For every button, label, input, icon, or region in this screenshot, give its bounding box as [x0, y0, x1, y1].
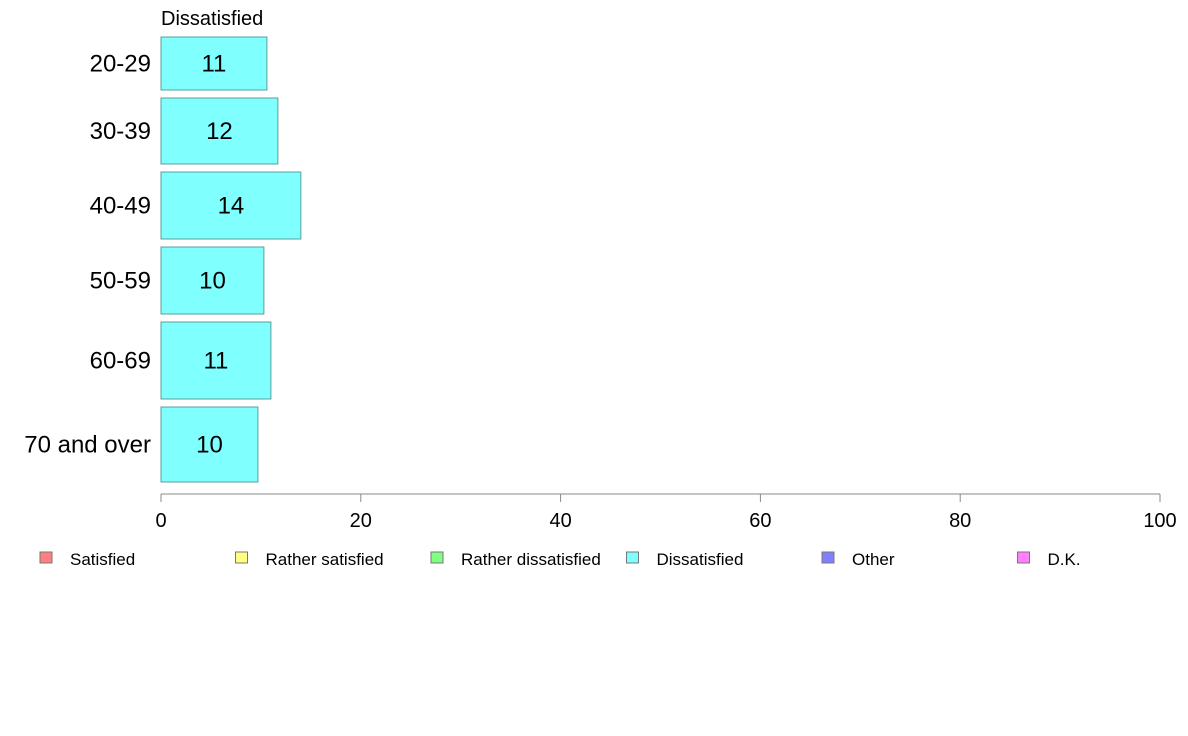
x-tick-label: 80: [949, 510, 971, 532]
category-label: 50-59: [90, 268, 151, 295]
x-tick-label: 60: [749, 510, 771, 532]
legend-label: Rather satisfied: [266, 550, 384, 569]
x-axis: 0 20 40 60 80 100: [155, 493, 1177, 532]
bar-value-label: 11: [201, 51, 226, 78]
legend-swatch: [1017, 551, 1030, 564]
bar-value-label: 10: [199, 268, 226, 295]
category-label: 70 and over: [24, 432, 151, 459]
bar-60-69: [160, 321, 272, 400]
bars: 11 20-29 12 30-39 14 40-49 10 50-59 11 60-69 10 70 …: [24, 36, 302, 483]
bar-value-label: 10: [196, 432, 223, 459]
category-label: 20-29: [90, 51, 151, 78]
legend-swatch: [235, 551, 248, 564]
legend-swatch: [821, 551, 835, 564]
bar-20-29: [160, 36, 268, 91]
legend-label: Rather dissatisfied: [461, 550, 601, 569]
category-label: 30-39: [90, 118, 151, 145]
bar-70-and-over: [160, 406, 259, 483]
bar-50-59: [160, 246, 265, 315]
category-label: 60-69: [90, 348, 151, 375]
bar-value-label: 11: [203, 348, 228, 375]
bar-30-39: [160, 97, 279, 165]
category-label: 40-49: [90, 193, 151, 220]
legend-swatch: [39, 551, 53, 564]
bar-value-label: 14: [218, 193, 245, 220]
bar-value-label: 12: [206, 118, 233, 145]
legend: Satisfied Rather satisfied Rather dissatis…: [39, 550, 1081, 569]
x-tick-label: 40: [549, 510, 571, 532]
bar-40-49: [160, 171, 302, 240]
legend-label: Dissatisfied: [657, 550, 744, 569]
x-tick-label: 20: [350, 510, 372, 532]
legend-label: Other: [852, 550, 895, 569]
x-tick-label: 0: [155, 510, 166, 532]
legend-swatch: [430, 551, 444, 564]
legend-swatch: [626, 551, 639, 564]
x-tick-label: 100: [1143, 510, 1176, 532]
legend-label: D.K.: [1048, 550, 1081, 569]
legend-label: Satisfied: [70, 550, 135, 569]
chart-title: Dissatisfied: [161, 8, 263, 30]
